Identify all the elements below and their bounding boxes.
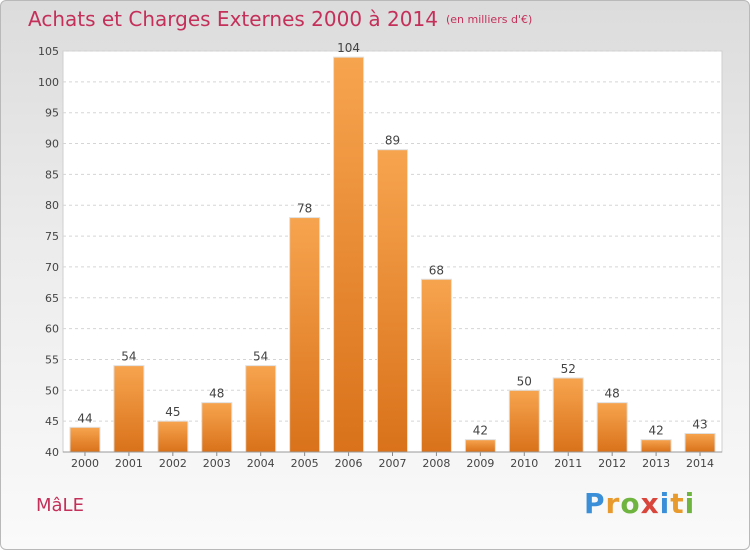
bar-value-label: 42 bbox=[473, 424, 488, 438]
bar-value-label: 44 bbox=[77, 411, 92, 425]
bar-value-label: 52 bbox=[561, 362, 576, 376]
chart-subtitle: (en milliers d'€) bbox=[445, 13, 533, 26]
x-tick-label: 2012 bbox=[598, 457, 626, 470]
bar bbox=[69, 426, 101, 453]
y-tick-label: 60 bbox=[45, 323, 59, 336]
proxiti-logo: Proxiti bbox=[584, 487, 695, 520]
x-tick-label: 2008 bbox=[422, 457, 450, 470]
y-tick-label: 80 bbox=[45, 199, 59, 212]
bar-value-label: 78 bbox=[297, 202, 312, 216]
bar-value-label: 89 bbox=[385, 134, 400, 148]
bar-value-label: 104 bbox=[337, 41, 360, 55]
y-tick-label: 95 bbox=[45, 107, 59, 120]
x-tick-label: 2003 bbox=[203, 457, 231, 470]
x-tick-label: 2013 bbox=[642, 457, 670, 470]
x-tick-label: 2002 bbox=[159, 457, 187, 470]
x-tick-label: 2011 bbox=[554, 457, 582, 470]
x-tick-label: 2014 bbox=[686, 457, 714, 470]
x-tick-label: 2004 bbox=[247, 457, 275, 470]
chart-title: Achats et Charges Externes 2000 à 2014 (e… bbox=[28, 7, 532, 31]
bar-value-label: 48 bbox=[605, 387, 620, 401]
x-tick-label: 2001 bbox=[115, 457, 143, 470]
y-tick-label: 40 bbox=[45, 446, 59, 459]
logo-letter: x bbox=[640, 487, 660, 520]
logo-letter: P bbox=[584, 487, 606, 520]
y-tick-label: 85 bbox=[45, 168, 59, 181]
bar bbox=[289, 217, 321, 453]
bar bbox=[157, 420, 189, 453]
y-tick-label: 55 bbox=[45, 353, 59, 366]
logo-letter: i bbox=[684, 487, 696, 520]
y-tick-label: 105 bbox=[38, 45, 59, 58]
x-tick-label: 2000 bbox=[71, 457, 99, 470]
logo-letter: t bbox=[670, 487, 685, 520]
y-tick-label: 90 bbox=[45, 138, 59, 151]
bar-value-label: 42 bbox=[648, 424, 663, 438]
bar bbox=[684, 432, 716, 453]
logo-letter: o bbox=[620, 487, 641, 520]
bar bbox=[245, 365, 277, 453]
y-tick-label: 75 bbox=[45, 230, 59, 243]
bar-value-label: 54 bbox=[253, 350, 268, 364]
bar bbox=[596, 402, 628, 453]
bar bbox=[377, 149, 408, 453]
y-tick-label: 65 bbox=[45, 292, 59, 305]
y-tick-label: 70 bbox=[45, 261, 59, 274]
x-tick-label: 2005 bbox=[291, 457, 319, 470]
logo-letter: i bbox=[659, 487, 671, 520]
x-tick-label: 2007 bbox=[379, 457, 407, 470]
bar-value-label: 50 bbox=[517, 374, 532, 388]
bar-value-label: 48 bbox=[209, 387, 224, 401]
x-tick-label: 2006 bbox=[335, 457, 363, 470]
bar bbox=[113, 365, 145, 453]
chart-title-text: Achats et Charges Externes 2000 à 2014 bbox=[28, 7, 438, 31]
bar bbox=[420, 278, 452, 453]
bar bbox=[508, 389, 540, 453]
bar bbox=[464, 439, 496, 453]
bar-value-label: 43 bbox=[692, 417, 707, 431]
bar-value-label: 54 bbox=[121, 350, 136, 364]
x-tick-label: 2010 bbox=[510, 457, 538, 470]
bar bbox=[640, 439, 672, 453]
x-tick-label: 2009 bbox=[466, 457, 494, 470]
bar bbox=[333, 56, 365, 453]
bar bbox=[552, 377, 584, 453]
bar bbox=[201, 402, 233, 453]
commune-name: MâLE bbox=[36, 495, 84, 516]
y-tick-label: 50 bbox=[45, 384, 59, 397]
y-tick-label: 45 bbox=[45, 415, 59, 428]
y-tick-label: 100 bbox=[38, 76, 59, 89]
bar-value-label: 68 bbox=[429, 263, 444, 277]
bar-value-label: 45 bbox=[165, 405, 180, 419]
logo-letter: r bbox=[605, 487, 621, 520]
